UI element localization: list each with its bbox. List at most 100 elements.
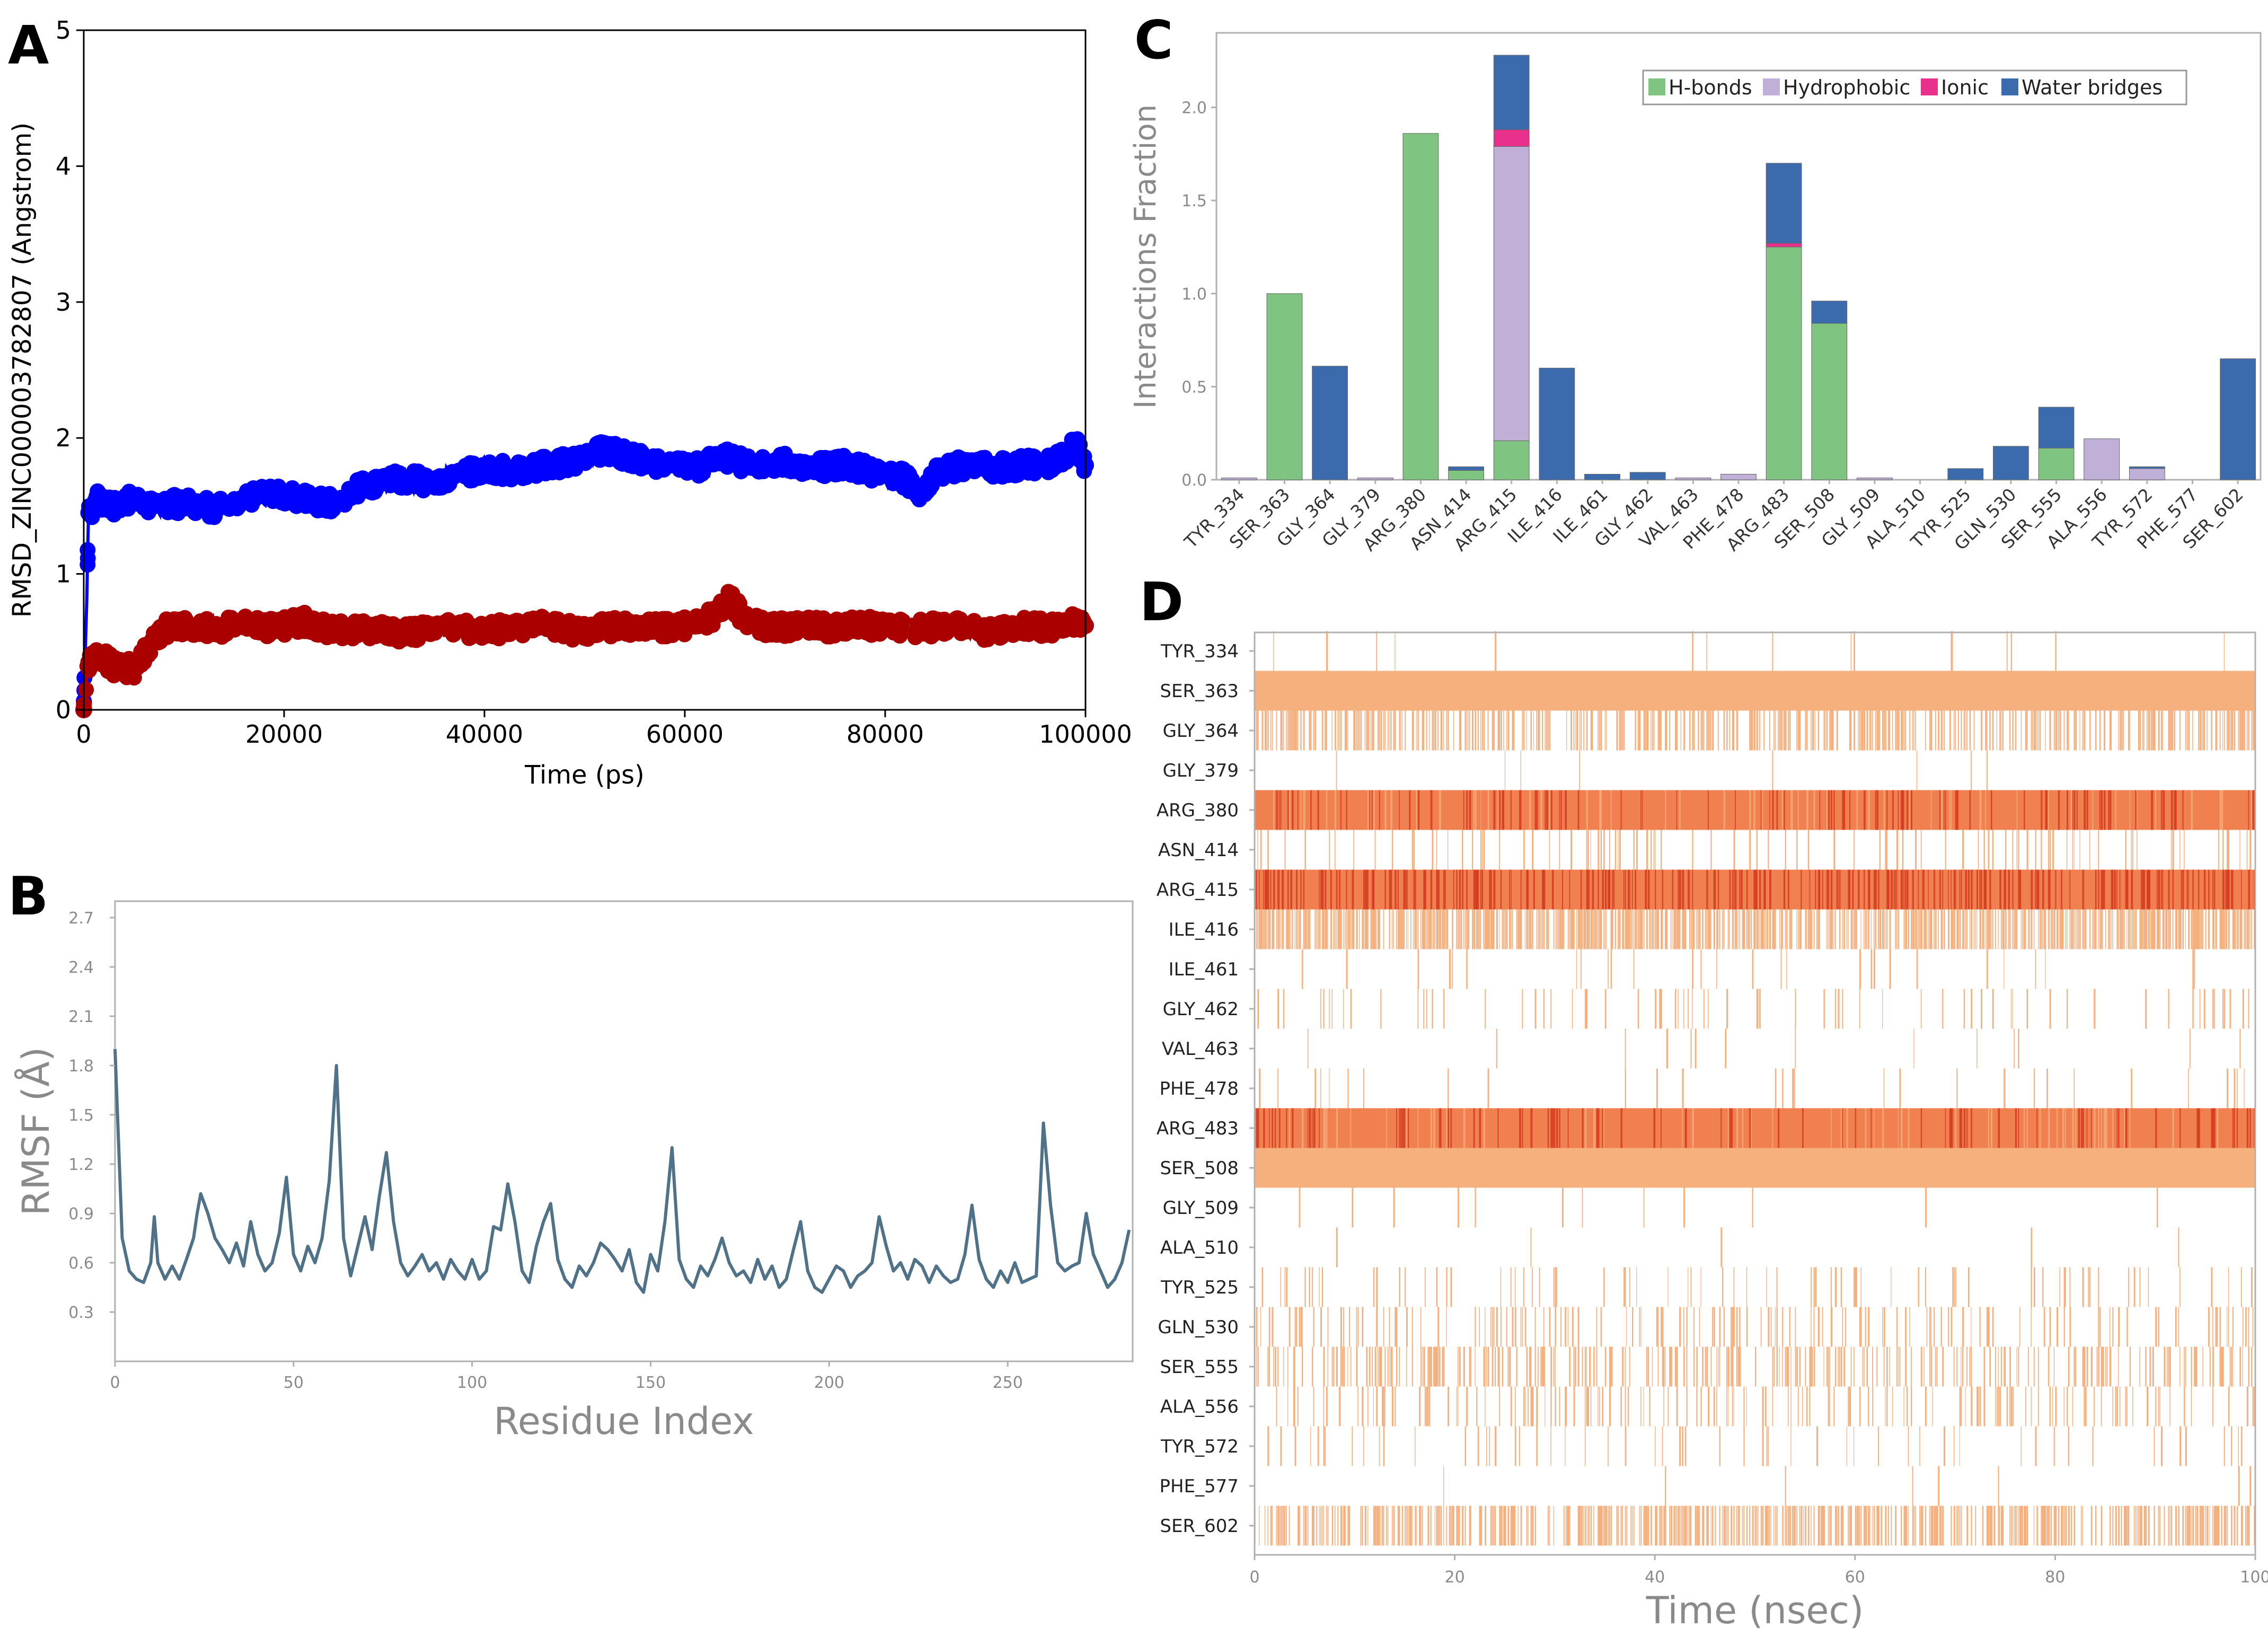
contact-stripe	[2169, 1386, 2170, 1427]
contact-stripe	[1689, 909, 1690, 949]
contact-stripe	[1517, 1506, 1519, 1546]
contact-stripe	[1696, 1386, 1698, 1427]
contact-stripe	[1872, 1346, 1873, 1387]
contact-stripe	[1522, 989, 1523, 1029]
contact-stripe	[1939, 790, 1941, 830]
contact-stripe	[1538, 710, 1539, 751]
contact-stripe	[1380, 1346, 1382, 1387]
contact-stripe	[1609, 830, 1610, 870]
contact-stripe	[1812, 1346, 1813, 1387]
contact-stripe	[1276, 710, 1277, 751]
contact-stripe	[1939, 869, 1941, 910]
contact-stripe	[1906, 1386, 1908, 1427]
contact-stripe	[1575, 1346, 1576, 1387]
contact-stripe	[1306, 909, 1308, 949]
contact-stripe	[1712, 1307, 1714, 1347]
contact-stripe	[1302, 1346, 1303, 1387]
contact-stripe	[1456, 869, 1458, 910]
contact-stripe	[1405, 869, 1406, 910]
contact-stripe	[2098, 1108, 2099, 1148]
contact-stripe	[2152, 909, 2154, 949]
contact-stripe	[1506, 909, 1508, 949]
ligand-rmsd-sample	[78, 682, 94, 698]
contact-stripe	[1759, 710, 1760, 751]
contact-stripe	[1962, 909, 1964, 949]
contact-stripe	[1594, 909, 1596, 949]
contact-stripe	[1569, 1506, 1570, 1546]
contact-stripe	[1549, 1506, 1550, 1546]
contact-stripe	[1321, 710, 1323, 751]
contact-stripe	[2109, 710, 2112, 751]
contact-stripe	[1778, 710, 1779, 751]
contact-stripe	[1835, 1267, 1837, 1307]
contact-stripe	[2135, 790, 2137, 830]
ligand-rmsd-sample	[921, 620, 938, 636]
contact-stripe	[1436, 1267, 1438, 1307]
row-label: PHE_478	[1160, 1078, 1239, 1099]
contact-stripe	[1264, 869, 1267, 910]
contact-stripe	[1849, 710, 1851, 751]
contact-stripe	[1811, 1267, 1812, 1307]
contact-stripe	[1766, 1506, 1768, 1546]
contact-stripe	[1682, 869, 1684, 910]
contact-stripe	[1773, 710, 1775, 751]
contact-stripe	[1267, 1506, 1268, 1546]
contact-stripe	[1546, 909, 1548, 949]
contact-stripe	[1553, 1346, 1555, 1387]
contact-stripe	[1842, 909, 1843, 949]
contact-stripe	[1656, 1307, 1658, 1347]
contact-stripe	[2149, 909, 2150, 949]
contact-stripe	[1797, 909, 1799, 949]
contact-stripe	[2116, 1108, 2117, 1148]
contact-stripe	[2049, 1386, 2051, 1427]
contact-stripe	[1922, 1506, 1923, 1546]
contact-stripe	[2191, 1386, 2192, 1427]
contact-stripe	[1909, 1307, 1910, 1347]
contact-stripe	[2133, 909, 2135, 949]
contact-stripe	[1956, 1068, 1958, 1108]
contact-stripe	[1663, 1506, 1665, 1546]
contact-stripe	[2178, 909, 2180, 949]
contact-stripe	[1502, 1346, 1504, 1387]
contact-stripe	[1543, 989, 1545, 1029]
contact-stripe	[1577, 1346, 1579, 1387]
legend-swatch	[1648, 78, 1665, 95]
contact-stripe	[1913, 710, 1914, 751]
protein-rmsd-sample	[1028, 462, 1044, 478]
contact-stripe	[2115, 1506, 2117, 1546]
contact-stripe	[1675, 710, 1676, 751]
contact-stripe	[2022, 1506, 2023, 1546]
contact-stripe	[1490, 1506, 1492, 1546]
contact-stripe	[2246, 830, 2248, 870]
contact-stripe	[2101, 1386, 2102, 1427]
contact-stripe	[1496, 909, 1498, 949]
bar-h-bonds	[2038, 447, 2075, 480]
contact-stripe	[2031, 1227, 2033, 1268]
contact-stripe	[1560, 1307, 1561, 1347]
contact-stripe	[1953, 1506, 1955, 1546]
contact-stripe	[1651, 909, 1652, 949]
contact-stripe	[2242, 989, 2244, 1029]
contact-stripe	[1795, 989, 1796, 1029]
contact-stripe	[1378, 1346, 1379, 1387]
contact-stripe	[1992, 989, 1994, 1029]
contact-stripe	[1786, 1506, 1788, 1546]
contact-stripe	[1865, 1506, 1867, 1546]
contact-stripe	[2121, 909, 2123, 949]
contact-stripe	[1956, 1346, 1958, 1387]
contact-stripe	[2248, 989, 2249, 1029]
contact-stripe	[1376, 1386, 1378, 1427]
contact-stripe	[1915, 909, 1917, 949]
contact-stripe	[1689, 710, 1691, 751]
contact-stripe	[2241, 710, 2243, 751]
contact-stripe	[1693, 710, 1695, 751]
contact-stripe	[1580, 1506, 1582, 1546]
contact-stripe	[2212, 1307, 2213, 1347]
contact-stripe	[1456, 1506, 1458, 1546]
contact-stripe	[1446, 1267, 1448, 1307]
contact-stripe	[1710, 1506, 1711, 1546]
contact-stripe	[2049, 1307, 2051, 1347]
contact-stripe	[1756, 909, 1758, 949]
protein-rmsd-sample	[1013, 448, 1029, 464]
contact-stripe	[2049, 830, 2051, 870]
